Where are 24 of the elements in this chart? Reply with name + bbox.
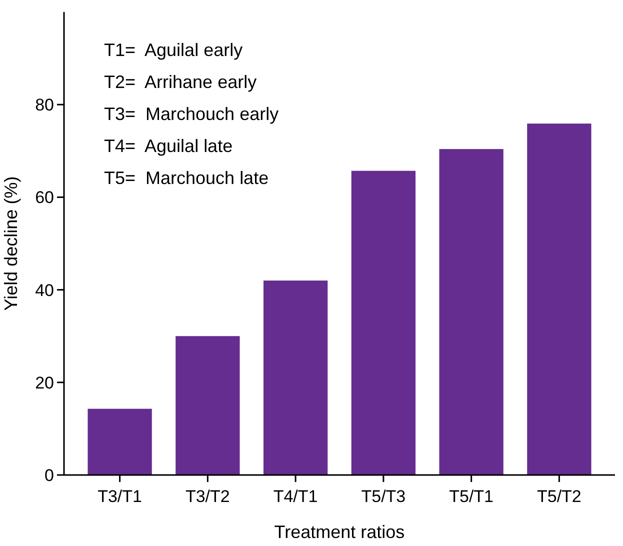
bar bbox=[439, 149, 504, 475]
y-tick-label: 40 bbox=[35, 280, 54, 300]
annotation: T4= Aguilal late bbox=[104, 136, 233, 156]
x-axis-title: Treatment ratios bbox=[274, 522, 405, 542]
x-tick-label: T5/T2 bbox=[536, 487, 582, 506]
bar bbox=[263, 280, 328, 475]
y-tick-label: 20 bbox=[35, 373, 54, 392]
bar bbox=[351, 170, 416, 475]
annotation: T5= Marchouch late bbox=[104, 168, 269, 188]
x-tick-label: T3/T2 bbox=[185, 487, 230, 506]
annotation: T2= Arrihane early bbox=[104, 72, 257, 92]
bar bbox=[527, 124, 592, 475]
annotation: T1= Aguilal early bbox=[104, 40, 243, 60]
bar bbox=[176, 336, 240, 475]
y-axis-title: Yield decline (%) bbox=[1, 176, 21, 311]
y-tick-label: 80 bbox=[35, 96, 54, 115]
x-tick-label: T4/T1 bbox=[273, 487, 318, 506]
x-tick-label: T5/T3 bbox=[361, 487, 406, 506]
y-tick-label: 60 bbox=[35, 188, 54, 208]
annotation: T3= Marchouch early bbox=[104, 104, 279, 124]
y-tick-label: 0 bbox=[44, 466, 54, 485]
bar bbox=[88, 408, 152, 475]
x-tick-label: T5/T1 bbox=[449, 487, 494, 506]
x-tick-label: T3/T1 bbox=[98, 487, 142, 506]
